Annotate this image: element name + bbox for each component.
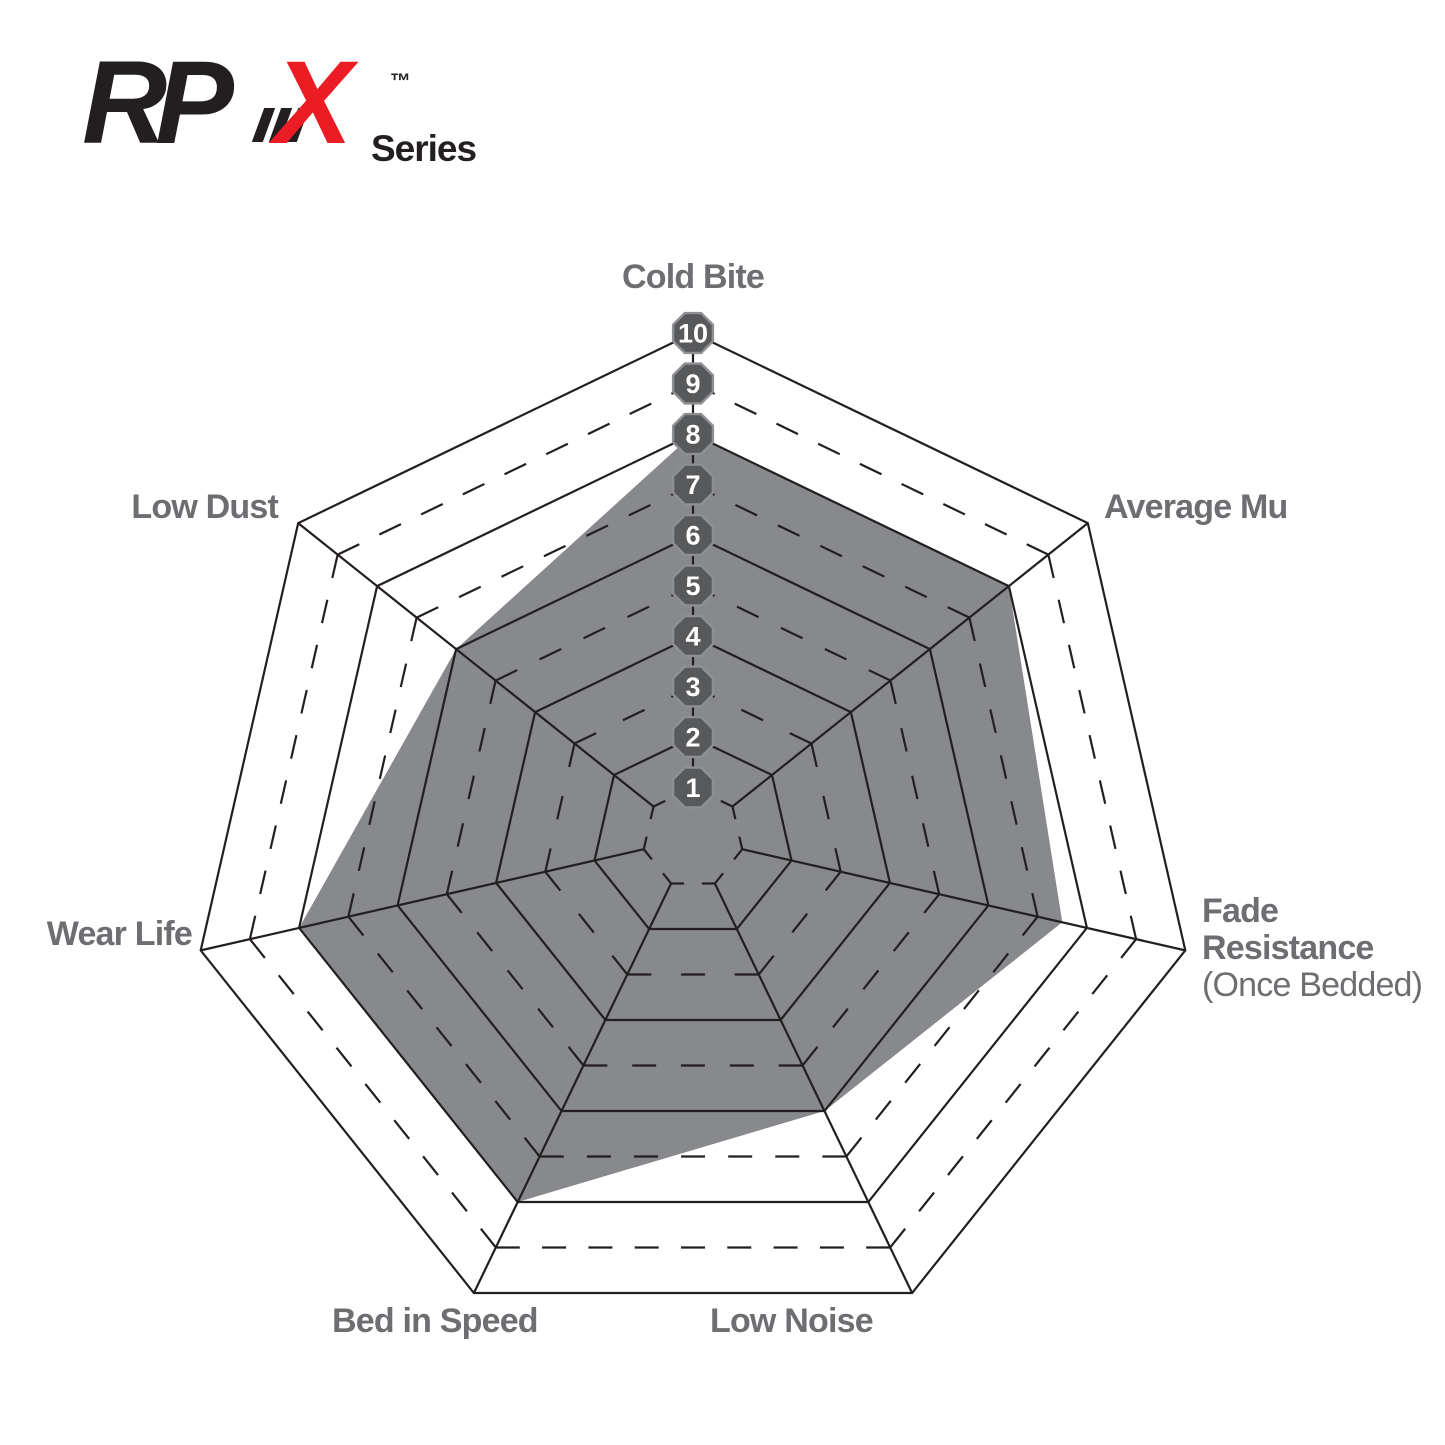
logo-series-label: Series <box>371 128 477 169</box>
scale-badge-number: 5 <box>685 571 700 601</box>
grid-ring-dashed-segment <box>757 871 842 976</box>
scale-badge <box>671 463 715 506</box>
scale-badge-number: 2 <box>685 723 700 753</box>
axis-line <box>731 522 1089 808</box>
trademark-symbol: ™ <box>390 70 411 93</box>
grid-ring-dashed-segment <box>445 893 585 1067</box>
scale-badge-number: 1 <box>685 773 700 803</box>
axis-line <box>297 522 655 808</box>
scale-badge <box>671 614 715 658</box>
scale-badge <box>671 715 715 759</box>
grid-ring-dashed-segment <box>495 584 694 682</box>
scale-badge <box>671 311 715 355</box>
scale-badge-number: 4 <box>685 622 700 652</box>
grid-rings <box>199 331 1187 1295</box>
scale-badge-number: 7 <box>685 470 700 500</box>
grid-ring-solid <box>396 533 990 1113</box>
logo-model-letter: X <box>274 37 353 169</box>
inner-scale-tick <box>731 806 737 820</box>
inner-scale-tick <box>738 836 744 850</box>
scale-badge-number: 8 <box>685 420 700 450</box>
inner-scale-tick <box>720 799 733 808</box>
axis-label-wear-life: Wear Life <box>46 915 193 953</box>
grid-ring-dashed-segment <box>801 893 941 1067</box>
inner-scale-tick <box>642 848 653 861</box>
axis-label-fade-resistance: Fade Resistance (Once Bedded) <box>1202 892 1437 1005</box>
grid-ring-solid <box>593 735 793 931</box>
scale-badge-number: 9 <box>685 369 700 399</box>
axis-label-low-dust: Low Dust <box>131 488 278 526</box>
axis-line <box>472 883 673 1294</box>
scale-badge-number: 3 <box>685 672 700 702</box>
grid-ring-solid <box>297 432 1089 1204</box>
axis-line <box>713 883 914 1294</box>
axis-label-fade-resistance-note: (Once Bedded) <box>1202 966 1423 1005</box>
axis-label-bed-in-speed: Bed in Speed <box>332 1302 539 1340</box>
scale-badges: 1 2 3 4 5 6 7 8 9 10 <box>671 311 715 809</box>
grid-ring-dashed-segment <box>416 483 694 619</box>
grid-ring-dashed-segment <box>544 743 576 872</box>
grid-ring-dashed-segment <box>692 584 891 682</box>
inner-scale-tick <box>714 872 724 885</box>
grid-ring-dashed-segment <box>692 483 970 619</box>
grid-ring-solid <box>494 634 892 1022</box>
grid-ring-dashed-segment <box>248 554 339 940</box>
series-fill <box>299 434 1063 1202</box>
axis-label-average-mu: Average Mu <box>1104 488 1288 526</box>
grid-ring-dashed-segment <box>845 915 1039 1158</box>
scale-badge <box>671 564 715 607</box>
grid-ring-dashed-segment <box>544 871 629 976</box>
grid-ring-dashed-segment <box>445 680 497 895</box>
scale-badge-number: 6 <box>685 521 700 551</box>
scale-badge <box>671 665 715 708</box>
grid-ring-dashed-segment <box>347 617 418 917</box>
scale-badge <box>671 766 715 809</box>
logo-brand-text: RP <box>82 37 234 169</box>
inner-scale-tick <box>649 806 655 820</box>
axis-line <box>741 848 1186 952</box>
grid-ring-dashed-segment <box>889 938 1137 1249</box>
grid-ring-dashed-segment <box>810 743 842 872</box>
grid-ring-dashed-segment <box>889 680 941 895</box>
inner-scale-tick <box>642 836 648 850</box>
grid-ring-dashed-segment <box>1047 554 1138 940</box>
inner-scale-tick <box>733 848 744 861</box>
inner-scale-tick <box>662 872 672 885</box>
axis-label-low-noise: Low Noise <box>710 1302 874 1340</box>
rpx-logo: RP X ™ Series <box>82 44 508 188</box>
grid-ring-dashed-segment <box>968 617 1039 917</box>
grid-ring-dashed-segment <box>337 382 694 556</box>
axis-label-fade-resistance-main: Fade Resistance <box>1202 892 1374 968</box>
inner-scale-tick <box>653 799 666 808</box>
scale-badge <box>671 513 715 557</box>
axis-label-cold-bite: Cold Bite <box>621 258 765 296</box>
axis-line <box>200 848 645 952</box>
scale-badge-number: 10 <box>678 319 708 349</box>
grid-ring-dashed-segment <box>249 938 497 1249</box>
grid-ring-dashed-segment <box>692 382 1049 556</box>
grid-ring-solid <box>199 331 1187 1295</box>
scale-badge <box>671 362 715 405</box>
scale-badge <box>671 412 715 456</box>
axis-lines <box>200 333 1186 1294</box>
grid-ring-dashed-segment <box>347 915 541 1158</box>
